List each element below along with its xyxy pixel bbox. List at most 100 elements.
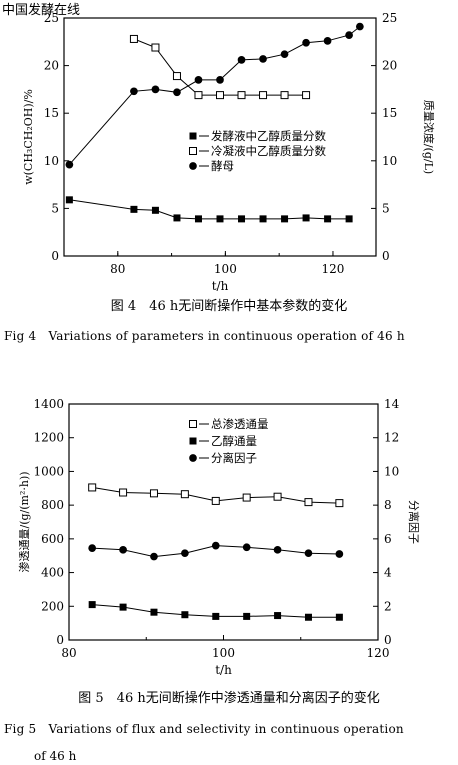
- chart2-y-left-tick-label: 1400: [33, 397, 64, 411]
- chart2-series-2-point: [335, 613, 343, 621]
- chart2-y-right-tick-label: 0: [384, 633, 392, 647]
- chart2-series-3-point: [181, 549, 189, 558]
- chart2-caption-en-line2: of 46 h: [34, 749, 77, 763]
- chart2-y-right-tick-label: 2: [384, 599, 392, 613]
- chart1-x-axis-title: t/h: [212, 279, 229, 293]
- chart1-caption-en: Fig 4 Variations of parameters in contin…: [4, 329, 405, 343]
- chart2-x-tick-label: 100: [212, 646, 235, 660]
- chart2-y-right-tick-label: 8: [384, 498, 392, 512]
- chart2-series-1-point: [119, 488, 128, 497]
- chart1-x-tick-label: 120: [322, 262, 345, 276]
- chart1-series-2-point: [151, 43, 160, 52]
- chart2-legend-1-marker: [189, 420, 197, 428]
- chart2-y-right-tick-label: 14: [384, 397, 400, 411]
- chart1-series-1-point: [151, 206, 159, 214]
- chart1-series-1-point: [173, 214, 181, 222]
- chart1-series-1-point: [130, 205, 138, 213]
- chart1-series-1-point: [65, 196, 73, 204]
- chart2-series-1-point: [273, 492, 282, 501]
- chart2-series-1-point: [304, 498, 313, 507]
- chart2-series-2-point: [88, 601, 96, 609]
- chart2-legend-2-marker: [189, 437, 197, 445]
- chart2-y-left-tick-label: 1000: [33, 464, 64, 478]
- chart1-y-left-tick-label: 25: [44, 11, 59, 25]
- watermark-text: 中国发酵在线: [2, 2, 80, 18]
- chart2-series-1-point: [180, 490, 189, 499]
- chart1-y-left-axis-title: w(CH₃CH₂OH)/%: [22, 89, 35, 185]
- chart1-series-2-point: [129, 34, 138, 43]
- chart2-series-2-point: [212, 612, 220, 620]
- chart2-series-2-point: [304, 613, 312, 621]
- chart2-series-2-point: [119, 603, 127, 611]
- chart1-series-1-point: [281, 215, 289, 223]
- chart1-series-3-point: [194, 76, 203, 84]
- chart1-series-3-point: [302, 38, 310, 47]
- chart2-y-left-tick-label: 400: [41, 566, 64, 580]
- chart2-legend-2-label: 乙醇通量: [211, 434, 257, 448]
- chart1-series-1-point: [238, 215, 246, 223]
- chart1-caption-cn: 图 4 46 h无间断操作中基本参数的变化: [111, 298, 347, 314]
- chart1-series-3-point: [356, 22, 364, 31]
- chart1-y-right-tick-label: 15: [382, 106, 397, 120]
- chart1-y-left-tick-label: 5: [51, 201, 59, 215]
- chart1-series-1-point: [259, 215, 267, 223]
- chart1-y-left-tick-label: 10: [44, 154, 59, 168]
- chart2-series-2-point: [243, 612, 251, 620]
- chart1-legend-2-marker: [189, 147, 197, 155]
- chart1-series-2-point: [280, 91, 289, 100]
- chart2-caption-cn: 图 5 46 h无间断操作中渗透通量和分离因子的变化: [78, 690, 379, 706]
- chart1-series-3-point: [173, 88, 181, 97]
- chart2-series-1-point: [149, 489, 158, 498]
- chart2-series-2-point: [181, 611, 189, 619]
- chart1-legend-3-label: 酵母: [211, 159, 234, 173]
- chart1-series-1-point: [194, 215, 202, 223]
- chart1-y-right-tick-label: 10: [382, 154, 397, 168]
- chart1-series-2-line: [133, 38, 307, 96]
- chart2-legend-3-label: 分离因子: [211, 451, 257, 465]
- chart1-series-2-point: [172, 72, 181, 81]
- chart1-series-3-point: [151, 85, 160, 94]
- chart1-y-right-tick-label: 0: [382, 249, 390, 263]
- chart1-x-tick-label: 80: [110, 262, 125, 276]
- chart2-y-right-tick-label: 12: [384, 431, 399, 445]
- chart2-series-3-point: [242, 543, 251, 552]
- chart1-series-1-point: [302, 214, 310, 222]
- chart2-x-axis-title: t/h: [215, 663, 232, 677]
- chart1-series-1-point: [324, 215, 332, 223]
- chart1-series-1-line: [69, 199, 350, 220]
- chart2-y-left-tick-label: 1200: [33, 431, 64, 445]
- chart2-series-1-point: [242, 493, 251, 502]
- chart1-x-tick-label: 100: [214, 262, 237, 276]
- chart2-series-1-point: [88, 483, 97, 492]
- chart2-series-1-point: [211, 496, 220, 505]
- chart1-series-1-point: [216, 215, 224, 223]
- chart1-series-3-point: [323, 36, 332, 45]
- chart1-series-3-point: [345, 31, 353, 39]
- chart2-series-3-point: [273, 545, 282, 554]
- chart2-y-left-tick-label: 600: [41, 532, 64, 546]
- chart1-series-2-point: [216, 91, 224, 100]
- chart2-legend-3-marker: [189, 454, 197, 462]
- chart2-series-1-point: [335, 499, 344, 508]
- chart2-series-3-point: [304, 549, 313, 558]
- chart2-caption-en-line1: Fig 5 Variations of flux and selectivity…: [4, 722, 404, 736]
- chart1-series-3-point: [130, 87, 138, 96]
- chart2-x-tick-label: 120: [367, 646, 390, 660]
- chart1-series-3-point: [237, 56, 246, 64]
- chart1-series-3-point: [259, 55, 267, 63]
- chart1-legend-3-marker: [189, 162, 197, 170]
- chart1-y-left-tick-label: 15: [44, 106, 59, 120]
- chart1-series-2-point: [259, 91, 268, 100]
- chart2-y-right-tick-label: 10: [384, 464, 399, 478]
- chart1-plot-frame: [63, 17, 377, 257]
- chart1-series-3-point: [65, 160, 74, 169]
- chart1-legend-2-label: 冷凝液中乙醇质量分数: [211, 144, 326, 158]
- chart2-series-3-point: [119, 545, 127, 554]
- chart2-series-3-point: [335, 550, 344, 558]
- chart2-series-3-point: [211, 541, 220, 550]
- chart2-y-left-tick-label: 0: [56, 633, 64, 647]
- chart1-series-2-point: [302, 91, 311, 100]
- chart1-series-3-point: [280, 50, 289, 59]
- chart1-series-1-point: [345, 215, 353, 223]
